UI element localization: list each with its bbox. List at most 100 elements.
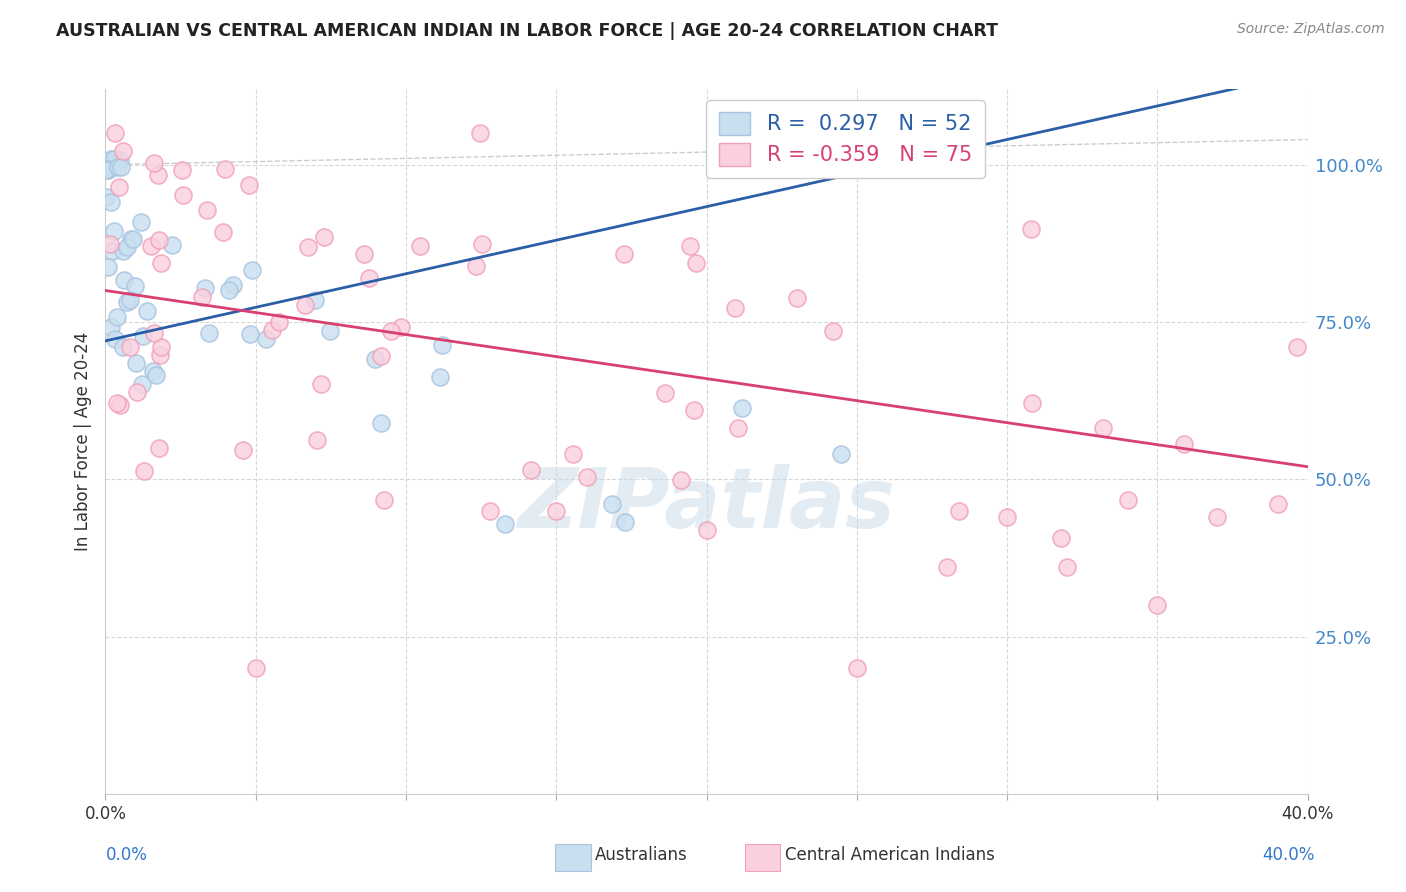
Point xyxy=(107,310,129,325)
Point xyxy=(254,332,277,346)
Point xyxy=(468,126,491,140)
Point xyxy=(212,225,235,239)
Point xyxy=(107,160,129,174)
Point xyxy=(669,473,692,487)
Point xyxy=(100,152,122,166)
Point xyxy=(110,399,132,413)
Point xyxy=(370,349,392,363)
Text: AUSTRALIAN VS CENTRAL AMERICAN INDIAN IN LABOR FORCE | AGE 20-24 CORRELATION CHA: AUSTRALIAN VS CENTRAL AMERICAN INDIAN IN… xyxy=(56,22,998,40)
Y-axis label: In Labor Force | Age 20-24: In Labor Force | Age 20-24 xyxy=(73,332,91,551)
Point xyxy=(94,190,117,204)
Point xyxy=(232,442,254,457)
Point xyxy=(120,293,142,308)
Point xyxy=(429,370,451,384)
Point xyxy=(1118,493,1140,508)
Point xyxy=(120,340,142,354)
Point xyxy=(146,169,169,183)
Point xyxy=(142,155,165,169)
Point xyxy=(149,255,172,269)
Point xyxy=(239,326,262,341)
Point xyxy=(391,319,413,334)
Point xyxy=(111,340,134,354)
Point xyxy=(115,295,138,310)
Point xyxy=(1206,510,1229,524)
Point xyxy=(519,463,541,477)
Point xyxy=(546,504,568,518)
Point xyxy=(262,323,284,337)
Point xyxy=(121,232,143,246)
Point xyxy=(150,341,173,355)
Point xyxy=(373,493,395,508)
Point xyxy=(108,153,131,167)
Point xyxy=(238,178,260,192)
Point xyxy=(197,326,219,340)
Point xyxy=(104,332,127,346)
Point xyxy=(294,298,316,312)
Point xyxy=(111,144,134,158)
Point xyxy=(101,244,124,258)
Point xyxy=(359,271,381,285)
Point xyxy=(124,279,146,293)
Point xyxy=(430,338,453,352)
Point xyxy=(172,162,194,177)
Point xyxy=(125,385,148,400)
Point xyxy=(160,238,183,252)
Point xyxy=(731,401,754,415)
Point xyxy=(685,256,707,270)
Point xyxy=(103,153,125,167)
Point xyxy=(845,661,868,675)
Point xyxy=(786,292,808,306)
Point xyxy=(614,515,637,529)
Point xyxy=(1146,598,1168,612)
Point xyxy=(149,347,172,361)
Point xyxy=(110,160,132,174)
Point xyxy=(312,230,335,244)
Point xyxy=(1056,560,1078,574)
Point xyxy=(143,326,166,340)
Point xyxy=(297,240,319,254)
Text: ZIPatlas: ZIPatlas xyxy=(517,465,896,546)
Point xyxy=(191,289,214,303)
Point xyxy=(364,352,387,367)
Point xyxy=(100,319,122,334)
Point xyxy=(936,560,959,574)
Point xyxy=(97,162,120,177)
Point xyxy=(148,234,170,248)
Point xyxy=(148,441,170,455)
Point xyxy=(1021,396,1043,410)
Point xyxy=(309,376,332,391)
Point xyxy=(97,161,120,176)
Point xyxy=(380,325,402,339)
Point xyxy=(240,263,263,277)
Point xyxy=(682,403,704,417)
Point xyxy=(830,447,852,461)
Point xyxy=(654,386,676,401)
Point xyxy=(100,194,122,209)
Point xyxy=(678,238,700,252)
Point xyxy=(97,260,120,275)
Point xyxy=(145,368,167,382)
Point xyxy=(104,126,127,140)
Text: Australians: Australians xyxy=(595,846,688,863)
Point xyxy=(112,273,135,287)
Point xyxy=(821,324,844,338)
Point xyxy=(96,163,118,178)
Point xyxy=(108,179,131,194)
Point xyxy=(995,510,1018,524)
Point xyxy=(1285,340,1308,354)
Point xyxy=(696,523,718,537)
Point xyxy=(408,239,430,253)
Point xyxy=(600,497,623,511)
Point xyxy=(194,281,217,295)
Point xyxy=(370,416,392,430)
Point xyxy=(304,293,326,307)
Point xyxy=(105,396,128,410)
Point xyxy=(105,156,128,170)
Point xyxy=(125,356,148,370)
Point xyxy=(131,376,153,391)
Point xyxy=(724,301,747,316)
Point xyxy=(172,187,194,202)
Point xyxy=(132,329,155,343)
Point xyxy=(1092,421,1115,435)
Point xyxy=(267,315,290,329)
